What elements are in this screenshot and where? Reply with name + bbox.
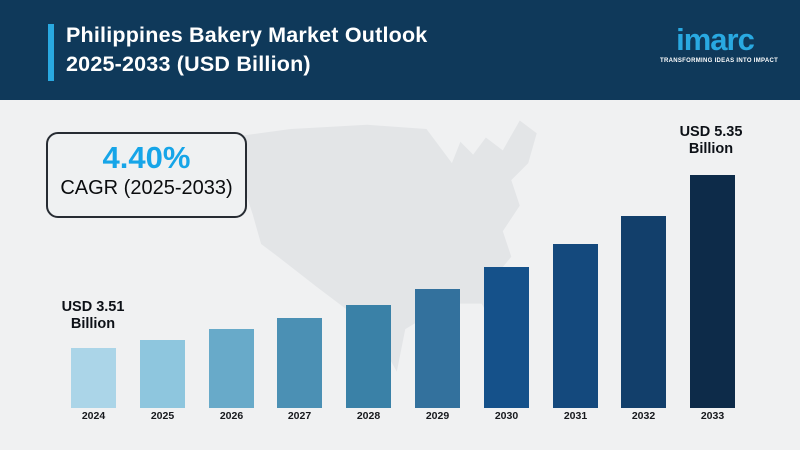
last-year-value-line1: USD 5.35 bbox=[679, 124, 743, 140]
first-year-value-line1: USD 3.51 bbox=[61, 299, 125, 315]
bar-2027 bbox=[277, 318, 322, 408]
bar-2033 bbox=[690, 175, 735, 408]
page-title-line1: Philippines Bakery Market Outlook bbox=[66, 23, 428, 47]
x-axis-label-2033: 2033 bbox=[700, 410, 725, 422]
last-year-value-line2: Billion bbox=[688, 141, 734, 157]
bar-2029 bbox=[415, 289, 460, 408]
imarc-logo-tagline: TRANSFORMING IDEAS INTO IMPACT bbox=[660, 58, 779, 64]
x-axis-label-2024: 2024 bbox=[81, 410, 106, 422]
first-year-value-label: USD 3.51 Billion bbox=[33, 299, 153, 333]
page-title-line2: 2025-2033 (USD Billion) bbox=[66, 52, 311, 76]
first-year-value-line2: Billion bbox=[70, 316, 116, 332]
x-axis-label-2028: 2028 bbox=[356, 410, 381, 422]
x-axis-label-2030: 2030 bbox=[494, 410, 519, 422]
imarc-logo-wordmark: imarc bbox=[676, 22, 755, 57]
bar-2028 bbox=[346, 305, 391, 408]
x-axis-label-2032: 2032 bbox=[631, 410, 656, 422]
x-axis-label-2027: 2027 bbox=[287, 410, 312, 422]
x-axis-label-2031: 2031 bbox=[563, 410, 588, 422]
imarc-logo: imarc TRANSFORMING IDEAS INTO IMPACT bbox=[660, 22, 779, 65]
bar-2024 bbox=[71, 348, 116, 408]
bar-2032 bbox=[621, 216, 666, 408]
cagr-value: 4.40% bbox=[102, 140, 191, 175]
bar-2030 bbox=[484, 267, 529, 408]
title-accent-bar bbox=[48, 24, 54, 81]
cagr-label: CAGR (2025-2033) bbox=[60, 177, 233, 199]
bar-2026 bbox=[209, 329, 254, 408]
x-axis-label-2025: 2025 bbox=[150, 410, 175, 422]
bar-2025 bbox=[140, 340, 185, 408]
bar-2031 bbox=[553, 244, 598, 408]
x-axis-label-2026: 2026 bbox=[219, 410, 244, 422]
cagr-box: 4.40% CAGR (2025-2033) bbox=[46, 132, 247, 218]
last-year-value-label: USD 5.35 Billion bbox=[651, 124, 771, 158]
x-axis-label-2029: 2029 bbox=[425, 410, 450, 422]
header: Philippines Bakery Market Outlook 2025-2… bbox=[0, 0, 800, 100]
page-title: Philippines Bakery Market Outlook 2025-2… bbox=[66, 21, 427, 79]
usa-map-silhouette bbox=[227, 120, 537, 391]
